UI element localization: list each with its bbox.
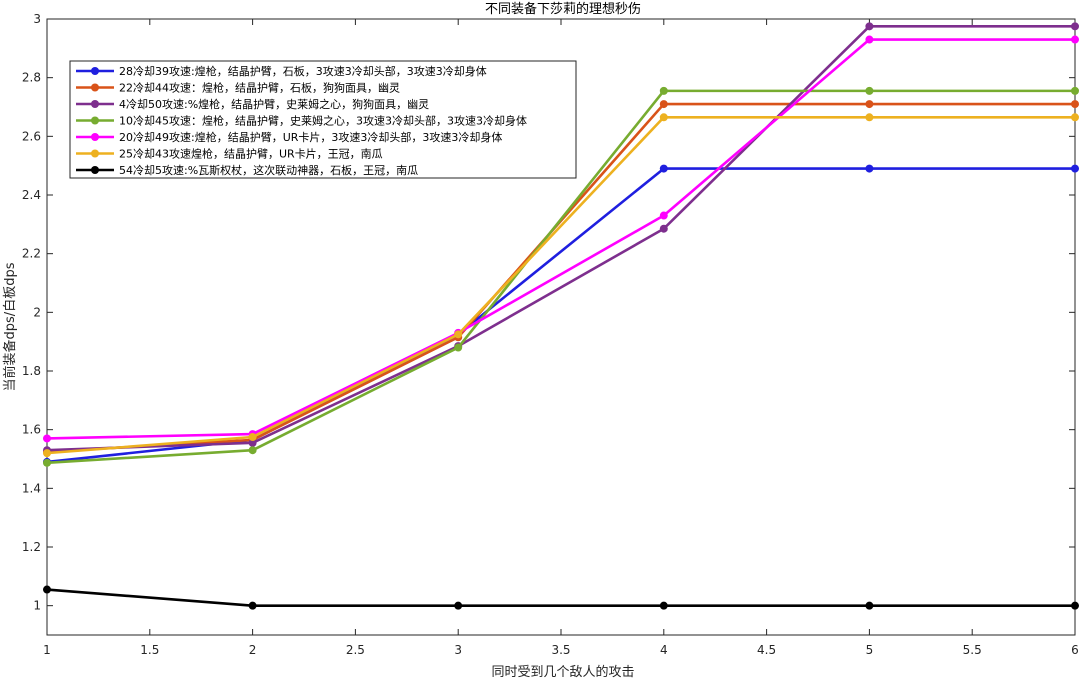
legend-entry: 54冷却5攻速:%瓦斯权杖，这次联动神器，石板，王冠，南瓜 [76,163,418,177]
legend-swatch-marker [91,83,99,92]
x-tick-label: 6 [1071,643,1079,657]
legend-label: 20冷却49攻速:煌枪，结晶护臂，UR卡片，3攻速3冷却头部，3攻速3冷却身体 [119,130,502,144]
y-tick-label: 2.4 [22,188,41,202]
series-line [46,115,1075,455]
legend-label: 10冷却45攻速：煌枪，结晶护臂，史莱姆之心，3攻速3冷却头部，3攻速3冷却身体 [119,114,527,128]
series-line [46,588,1075,607]
data-point [1071,113,1079,122]
data-point [659,601,668,610]
legend: 28冷却39攻速:煌枪，结晶护臂，石板，3攻速3冷却头部，3攻速3冷却身体 22冷… [69,60,577,179]
x-tick-label: 1.5 [140,643,159,657]
series-6 [43,113,1079,458]
series-line [46,38,1075,440]
data-point [43,458,51,467]
legend-swatch-marker [91,100,99,108]
legend-label: 22冷却44攻速：煌枪，结晶护臂，石板，狗狗面具，幽灵 [119,81,400,95]
data-point [1071,86,1079,95]
y-axis-title: 当前装备dps/白板dps [2,262,18,391]
legend-label: 4冷却50攻速:%煌枪，结晶护臂，史莱姆之心，狗狗面具，幽灵 [119,97,429,111]
data-point [454,330,463,339]
y-tick-label: 1.2 [22,540,41,554]
y-tick-label: 1.4 [22,481,41,495]
data-point [659,211,668,220]
series-7 [43,585,1079,610]
series-line [46,25,1075,452]
x-axis-title: 同时受到几个敌人的攻击 [491,664,634,679]
legend-entry: 22冷却44攻速：煌枪，结晶护臂，石板，狗狗面具，幽灵 [76,81,400,95]
data-point [659,100,668,109]
y-tick-label: 2.6 [22,129,41,143]
x-tick-label: 4.5 [757,643,776,657]
y-tick-label: 2.2 [22,247,41,261]
data-point [1071,22,1079,31]
legend-label: 25冷却43攻速煌枪，结晶护臂，UR卡片，王冠，南瓜 [119,147,383,161]
axis-ticks: 1 1.5 2 2.5 3 3.5 4 4.5 5 5.5 6 1 1.2 1.4 1.6 1.8 2 2.2 2.… [22,12,1079,657]
data-point [248,601,257,610]
y-tick-label: 1.6 [22,423,41,437]
legend-swatch-marker [91,133,99,141]
legend-swatch-marker [91,67,99,75]
data-point [43,434,51,443]
data-point [659,86,668,95]
data-point [659,224,668,233]
y-tick-label: 2.8 [22,71,41,85]
data-point [248,433,257,441]
legend-entry: 20冷却49攻速:煌枪，结晶护臂，UR卡片，3攻速3冷却头部，3攻速3冷却身体 [76,130,502,144]
data-point [865,601,874,610]
data-point [248,446,257,455]
data-point [454,343,463,352]
legend-label: 54冷却5攻速:%瓦斯权杖，这次联动神器，石板，王冠，南瓜 [119,163,418,177]
x-tick-label: 1 [43,643,51,657]
legend-entry: 4冷却50攻速:%煌枪，结晶护臂，史莱姆之心，狗狗面具，幽灵 [76,97,429,111]
y-tick-label: 2 [33,305,41,319]
series-layer [43,22,1079,610]
data-point [865,86,874,95]
legend-swatch-marker [91,166,99,174]
legend-entry: 28冷却39攻速:煌枪，结晶护臂，石板，3攻速3冷却头部，3攻速3冷却身体 [76,64,487,78]
data-point [865,100,874,109]
series-line [46,89,1075,465]
data-point [659,113,668,122]
data-point [454,601,463,610]
legend-entry: 10冷却45攻速：煌枪，结晶护臂，史莱姆之心，3攻速3冷却头部，3攻速3冷却身体 [76,114,527,128]
legend-entry: 25冷却43攻速煌枪，结晶护臂，UR卡片，王冠，南瓜 [76,147,383,161]
x-tick-label: 5 [866,643,874,657]
x-tick-label: 5.5 [963,643,982,657]
y-tick-label: 3 [33,12,41,26]
data-point [1071,601,1079,610]
legend-swatch-marker [91,116,99,125]
x-tick-label: 3.5 [551,643,570,657]
x-tick-label: 2.5 [346,643,365,657]
data-point [865,22,874,31]
data-point [659,164,668,173]
legend-box [69,60,577,179]
data-point [1071,100,1079,109]
data-point [865,164,874,173]
chart-title: 不同装备下莎莉的理想秒伤 [485,1,641,17]
data-point [1071,35,1079,44]
legend-swatch-marker [91,149,99,158]
series-4 [43,86,1079,467]
data-point [1071,164,1079,173]
x-tick-label: 2 [249,643,257,657]
y-tick-label: 1.8 [22,364,41,378]
x-tick-label: 4 [660,643,668,657]
y-tick-label: 1 [33,599,41,613]
data-point [43,585,51,594]
data-point [865,35,874,44]
data-point [865,113,874,122]
data-point [248,438,257,447]
x-tick-label: 3 [454,643,462,657]
legend-label: 28冷却39攻速:煌枪，结晶护臂，石板，3攻速3冷却头部，3攻速3冷却身体 [119,64,487,78]
data-point [43,449,51,458]
